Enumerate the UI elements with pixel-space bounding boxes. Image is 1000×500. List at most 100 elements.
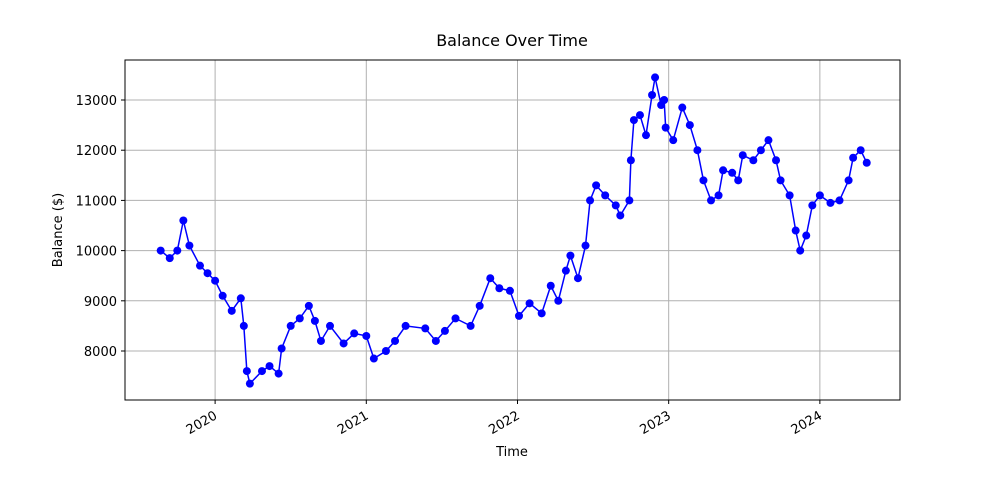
y-tick-label: 9000 bbox=[84, 295, 117, 310]
marker bbox=[165, 254, 174, 263]
marker bbox=[295, 314, 304, 323]
marker bbox=[629, 116, 638, 125]
marker bbox=[661, 123, 670, 132]
marker bbox=[849, 153, 858, 162]
marker bbox=[862, 158, 871, 167]
marker bbox=[734, 176, 743, 185]
marker bbox=[581, 241, 590, 250]
marker bbox=[764, 136, 773, 145]
marker bbox=[685, 121, 694, 130]
marker bbox=[236, 294, 245, 303]
marker bbox=[242, 367, 251, 376]
marker bbox=[592, 181, 601, 190]
marker bbox=[515, 311, 524, 320]
marker bbox=[808, 201, 817, 210]
x-tick-label: 2022 bbox=[486, 408, 522, 438]
marker bbox=[719, 166, 728, 175]
marker bbox=[245, 379, 254, 388]
marker bbox=[286, 321, 295, 330]
x-tick-label: 2023 bbox=[638, 408, 674, 438]
marker bbox=[635, 111, 644, 120]
marker bbox=[362, 331, 371, 340]
marker bbox=[707, 196, 716, 205]
marker bbox=[537, 309, 546, 318]
marker bbox=[791, 226, 800, 235]
marker bbox=[626, 156, 635, 165]
y-tick-label: 11000 bbox=[76, 194, 117, 209]
marker bbox=[772, 156, 781, 165]
marker bbox=[611, 201, 620, 210]
marker bbox=[257, 367, 266, 376]
marker bbox=[195, 261, 204, 270]
marker bbox=[586, 196, 595, 205]
line bbox=[160, 77, 868, 386]
marker bbox=[391, 336, 400, 345]
marker bbox=[714, 191, 723, 200]
marker bbox=[156, 246, 165, 255]
axes-frame bbox=[124, 59, 901, 401]
marker bbox=[173, 246, 182, 255]
marker bbox=[844, 176, 853, 185]
x-tick-label: 2021 bbox=[335, 408, 371, 438]
marker bbox=[776, 176, 785, 185]
marker bbox=[728, 168, 737, 177]
marker bbox=[316, 336, 325, 345]
marker bbox=[815, 191, 824, 200]
marker bbox=[625, 196, 634, 205]
y-tick-label: 8000 bbox=[84, 345, 117, 360]
marker bbox=[785, 191, 794, 200]
x-tick-label: 2020 bbox=[184, 408, 220, 438]
marker bbox=[486, 274, 495, 283]
y-tick-label: 10000 bbox=[76, 245, 117, 260]
marker bbox=[203, 269, 212, 278]
marker bbox=[601, 191, 610, 200]
marker bbox=[401, 321, 410, 330]
marker bbox=[239, 321, 248, 330]
marker bbox=[304, 301, 313, 310]
marker bbox=[339, 339, 348, 348]
marker bbox=[546, 281, 555, 290]
marker bbox=[475, 301, 484, 310]
marker bbox=[796, 246, 805, 255]
marker bbox=[277, 344, 286, 353]
marker bbox=[466, 321, 475, 330]
marker bbox=[561, 266, 570, 275]
marker bbox=[651, 73, 660, 82]
marker bbox=[505, 286, 514, 295]
marker bbox=[835, 196, 844, 205]
marker bbox=[678, 103, 687, 112]
marker bbox=[826, 198, 835, 207]
marker bbox=[642, 131, 651, 140]
marker bbox=[211, 276, 220, 285]
marker bbox=[381, 347, 390, 356]
marker bbox=[573, 274, 582, 283]
marker bbox=[185, 241, 194, 250]
marker bbox=[749, 156, 758, 165]
marker bbox=[616, 211, 625, 220]
marker bbox=[451, 314, 460, 323]
y-tick-label: 12000 bbox=[76, 144, 117, 159]
plot-area: 8000 9000 10000 11000 12000 13000 2020 2021 2022… bbox=[76, 60, 900, 438]
marker bbox=[310, 316, 319, 325]
marker bbox=[227, 306, 236, 315]
marker bbox=[856, 146, 865, 155]
marker bbox=[669, 136, 678, 145]
marker bbox=[802, 231, 811, 240]
y-axis-label: Balance ($) bbox=[51, 193, 66, 267]
marker bbox=[431, 336, 440, 345]
marker bbox=[421, 324, 430, 333]
marker bbox=[350, 329, 359, 338]
marker bbox=[326, 321, 335, 330]
marker bbox=[660, 96, 669, 105]
marker bbox=[495, 284, 504, 293]
marker bbox=[265, 362, 274, 371]
marker bbox=[738, 151, 747, 160]
marker bbox=[440, 326, 449, 335]
marker bbox=[648, 90, 657, 99]
marker bbox=[554, 296, 563, 305]
marker bbox=[566, 251, 575, 260]
marker bbox=[756, 146, 765, 155]
y-tick-label: 13000 bbox=[76, 94, 117, 109]
marker bbox=[218, 291, 227, 300]
